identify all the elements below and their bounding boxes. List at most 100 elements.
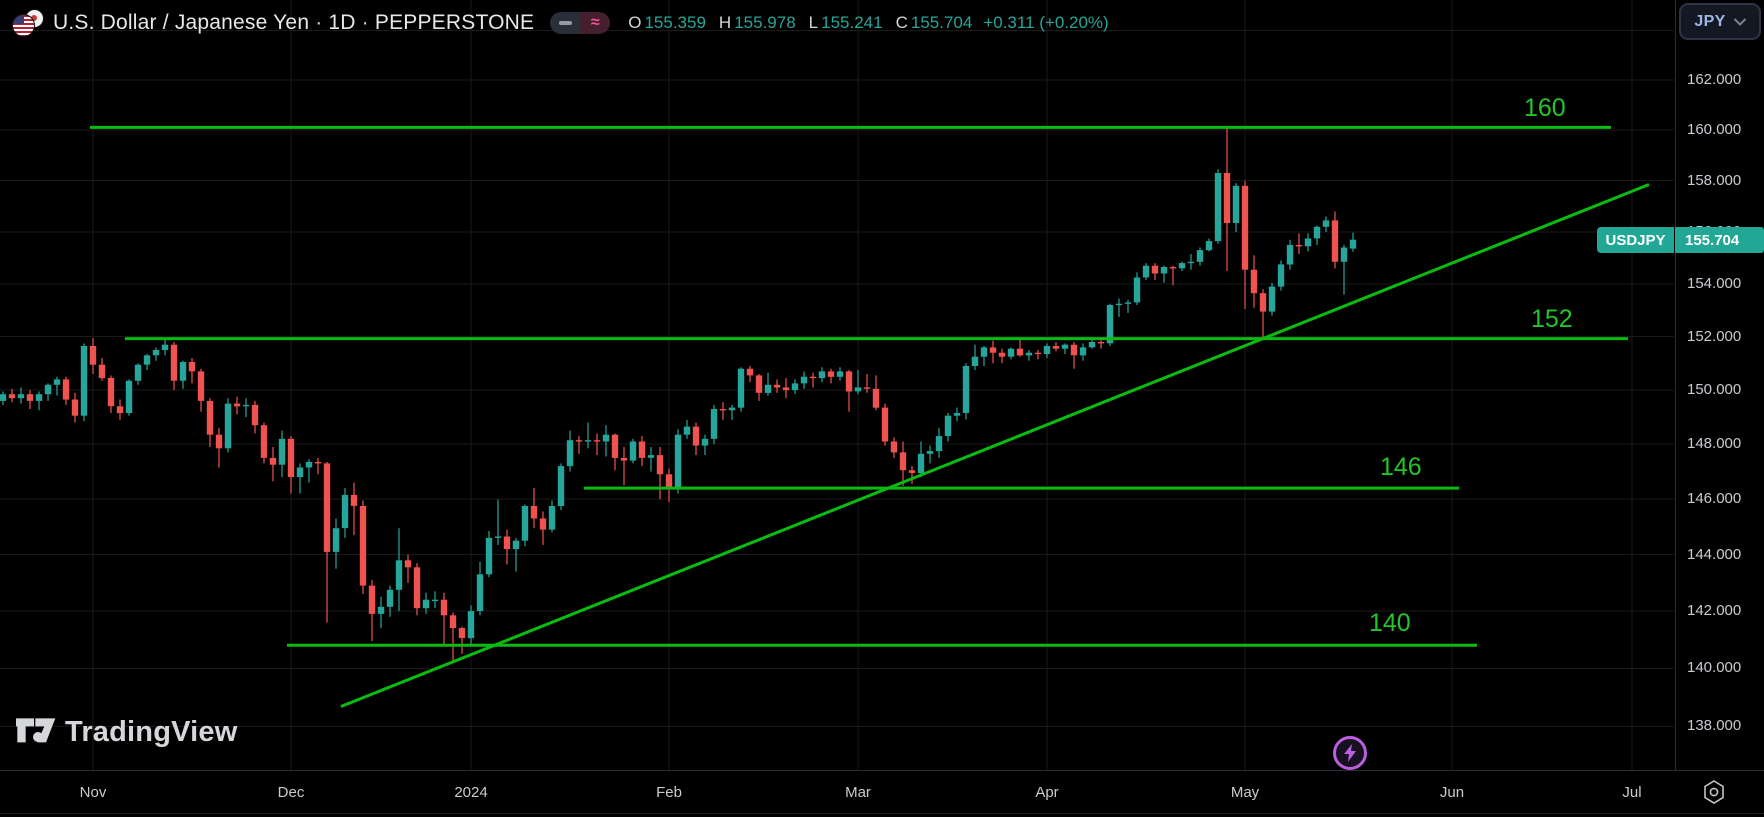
candle-up [1133,272,1141,305]
hide-indicator-toggle[interactable] [550,12,581,34]
candle-up [305,459,313,483]
currency-dropdown-label: JPY [1694,12,1726,30]
symbol-title[interactable]: U.S. Dollar / Japanese Yen · 1D · PEPPERSTON… [53,11,534,35]
candle-up [1214,169,1222,244]
candle-down [1259,289,1267,341]
candle-down [1241,180,1249,309]
candle-down [413,563,421,616]
candle-up [647,447,655,472]
candle-up [134,363,142,385]
candle-down [1295,233,1303,254]
symbol-name: U.S. Dollar / Japanese Yen [53,11,310,34]
ohlc-readout: O 155.359 H 155.978 L 155.241 C 155.704 +0.3… [628,13,1108,33]
candle-up [1268,282,1276,316]
candle-down [215,427,223,468]
drawing-horizontal-line-152[interactable]: 152 [125,305,1628,341]
candle-up [296,463,304,494]
approx-equal-toggle[interactable]: ≈ [580,12,611,34]
price-axis-label: 162.000 [1687,71,1742,88]
candle-up [1187,254,1195,270]
candle-up [557,463,565,511]
time-axis-label: May [1230,784,1260,801]
candle-up [386,585,394,617]
candle-up [602,425,610,457]
candle-down [116,399,124,420]
close-label: C [895,13,908,32]
drawing-horizontal-line-140[interactable]: 140 [287,609,1477,647]
candle-down [1250,255,1258,308]
price-axis[interactable]: 162.000160.000158.000156.000154.000152.0… [1675,0,1764,770]
candle-up [521,504,529,547]
candle-down [593,433,601,456]
candle-down [998,348,1006,364]
drawing-horizontal-line-146[interactable]: 146 [584,453,1459,490]
candle-down [359,500,367,595]
candle-down [755,374,763,401]
candle-up [1304,233,1312,252]
candle-down [170,342,178,391]
candle-up [917,441,925,478]
candle-down [1223,125,1231,271]
candle-up [35,391,43,411]
candle-up [431,591,439,609]
candle-down [1331,211,1339,269]
price-scale-settings-icon[interactable] [1702,779,1726,810]
candle-up [1277,260,1285,291]
candle-up [80,343,88,422]
candle-down [287,436,295,494]
currency-dropdown-button[interactable]: JPY [1679,3,1761,40]
candle-up [485,531,493,578]
candle-down [782,378,790,399]
candle-down [8,388,16,403]
us-flag-icon [12,14,35,37]
candle-up [683,419,691,439]
candle-up [971,344,979,370]
tradingview-logo[interactable]: TradingView [16,716,238,749]
last-price-tag: USDJPY 155.704 [1597,227,1764,253]
candle-down [620,447,628,486]
tradingview-logo-icon [16,717,56,742]
candle-up [422,592,430,614]
price-tag-symbol: USDJPY [1597,227,1674,253]
time-axis-label: Mar [845,784,871,801]
approx-equal-icon: ≈ [590,14,600,31]
time-axis-label: Jul [1622,784,1642,801]
low-label: L [808,13,819,32]
candle-up [674,429,682,494]
candle-up [926,445,934,464]
candle-up [710,404,718,445]
candle-down [350,482,358,536]
price-tag-value: 155.704 [1675,227,1764,253]
candle-down [719,402,727,420]
chevron-down-icon [1733,18,1746,26]
candle-down [692,422,700,456]
candle-down [1034,350,1042,360]
candle-up [278,430,286,478]
candle-up [152,347,160,361]
candle-down [269,447,277,482]
price-axis-label: 158.000 [1687,172,1742,189]
drawing-trendline[interactable] [340,183,1650,708]
time-axis-label: 2024 [454,784,488,801]
candle-up [566,430,574,472]
candle-up [1205,238,1213,252]
candle-up [1142,263,1150,281]
candle-up [1196,247,1204,266]
open-label: O [628,13,642,32]
exchange-label: PEPPERSTONE [374,11,535,34]
price-axis-label: 150.000 [1687,381,1742,398]
price-axis-label: 152.000 [1687,328,1742,345]
candle-up [1232,183,1240,232]
drawing-horizontal-line-160[interactable]: 160 [90,94,1611,129]
instant-trade-button[interactable] [1333,736,1367,770]
price-axis-label: 144.000 [1687,546,1742,563]
candle-up [1079,343,1087,361]
time-axis[interactable]: Nov Dec 2024 Feb Mar Apr May Jun Jul [0,770,1764,817]
candle-up [800,371,808,389]
time-axis-label: Jun [1439,784,1465,801]
title-separator: · [361,11,369,34]
lightning-bolt-icon [1344,744,1356,762]
time-axis-label: Feb [656,784,682,801]
